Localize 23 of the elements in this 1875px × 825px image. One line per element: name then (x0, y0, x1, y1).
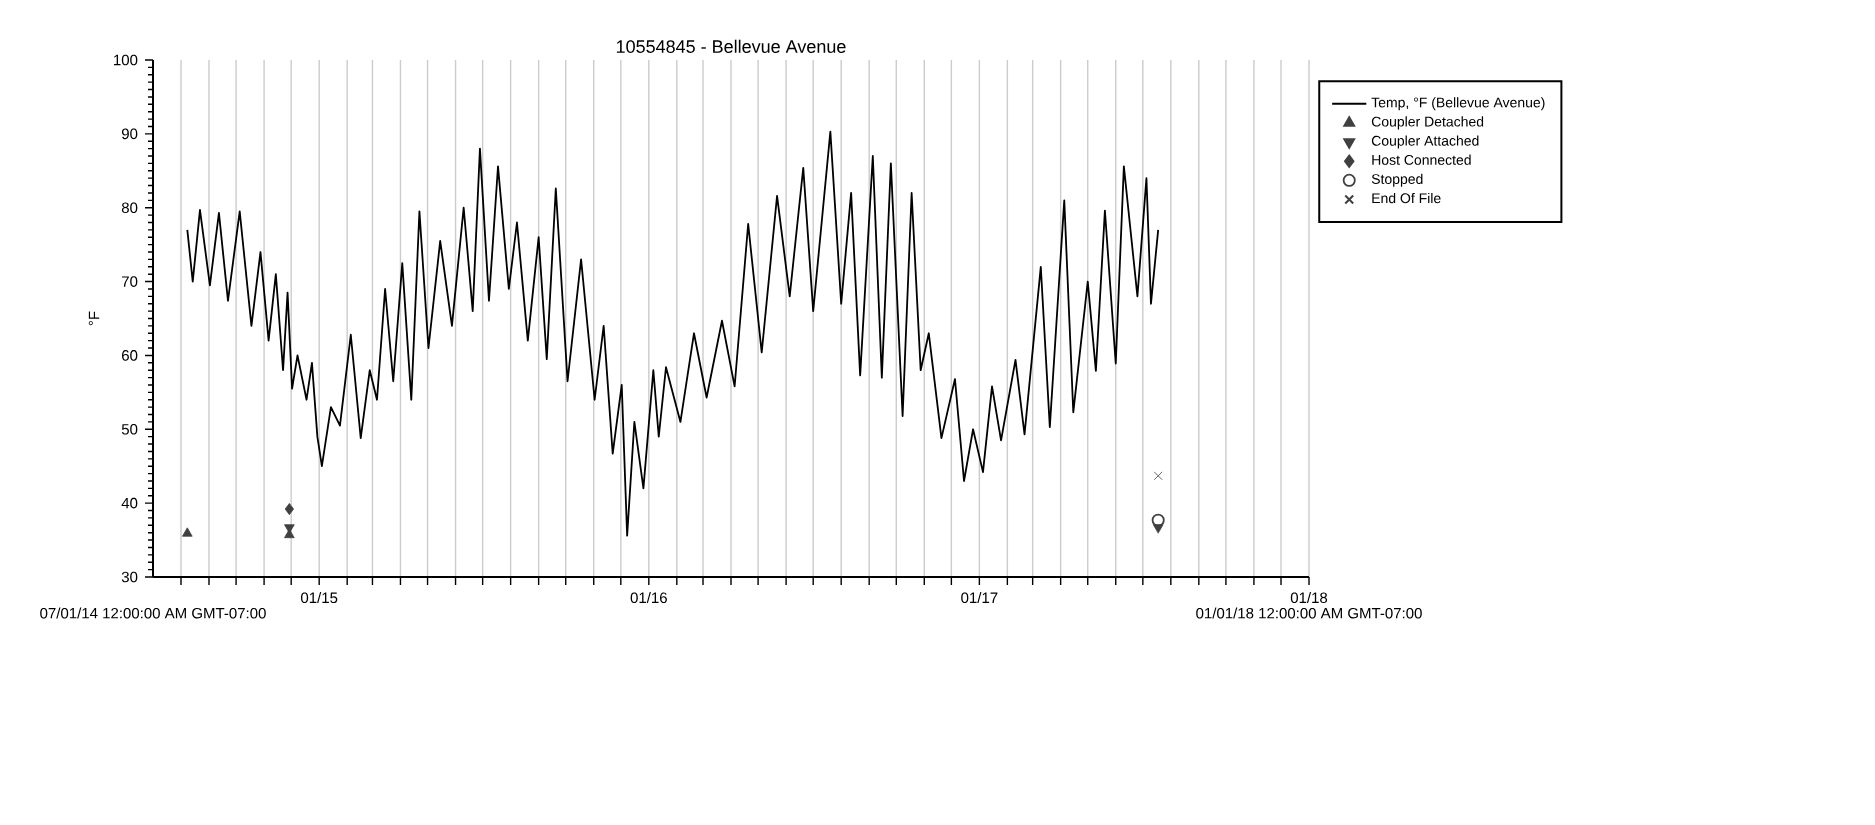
line-series (186, 130, 1160, 537)
text: 01/01/18 12:00:00 AM GMT-07:00 (1196, 607, 1422, 619)
x-tick-label: 01/16 (630, 592, 667, 604)
y-tick-label: 40 (121, 497, 138, 509)
y-tick-label: 70 (122, 276, 138, 287)
y-tick-label: 50 (121, 423, 138, 435)
legend-label: End Of File (1372, 192, 1441, 204)
text: 07/01/14 12:00:00 AM GMT-07:00 (40, 607, 266, 619)
y-tick-label: 90 (121, 128, 138, 140)
x-tick-label: 01/15 (301, 592, 338, 604)
legend-label: Coupler Attached (1371, 135, 1479, 149)
legend-label: Temp, °F (Bellevue Avenue) (1371, 97, 1545, 111)
y-tick-label: 60 (122, 350, 138, 361)
x-tick-label: 01/17 (961, 592, 998, 604)
y-axis-title: °F (88, 311, 100, 326)
y-tick-label: 80 (121, 202, 138, 214)
legend-label: Coupler Detached (1371, 116, 1484, 130)
y-tick-label: 30 (121, 571, 138, 583)
legend-label: Stopped (1371, 173, 1423, 187)
y-tick-label: 100 (114, 54, 138, 66)
x-tick-label: 01/18 (1290, 592, 1328, 604)
legend-label: Host Connected (1372, 154, 1471, 165)
chart-title: 10554845 - Bellevue Avenue (616, 39, 846, 53)
